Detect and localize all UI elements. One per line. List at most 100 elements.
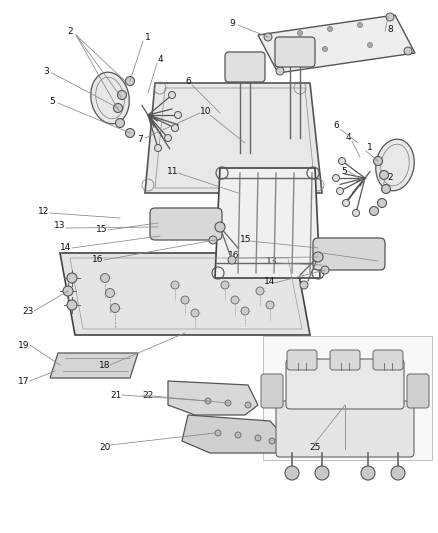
- Circle shape: [391, 466, 405, 480]
- Circle shape: [381, 184, 391, 193]
- Text: 20: 20: [99, 442, 111, 451]
- FancyBboxPatch shape: [407, 374, 429, 408]
- FancyBboxPatch shape: [275, 37, 315, 67]
- Circle shape: [110, 303, 120, 312]
- Circle shape: [255, 435, 261, 441]
- Circle shape: [221, 281, 229, 289]
- FancyBboxPatch shape: [150, 208, 222, 240]
- Circle shape: [269, 438, 275, 444]
- Circle shape: [353, 209, 360, 216]
- Text: 13: 13: [266, 256, 278, 265]
- Text: 22: 22: [142, 391, 154, 400]
- Text: 19: 19: [18, 341, 30, 350]
- Circle shape: [315, 466, 329, 480]
- Circle shape: [339, 157, 346, 165]
- FancyBboxPatch shape: [287, 350, 317, 370]
- FancyBboxPatch shape: [286, 359, 404, 409]
- Circle shape: [297, 30, 303, 36]
- Text: 23: 23: [22, 306, 34, 316]
- Circle shape: [285, 466, 299, 480]
- Circle shape: [215, 222, 225, 232]
- Text: 4: 4: [345, 133, 351, 142]
- Circle shape: [328, 27, 332, 31]
- Circle shape: [231, 296, 239, 304]
- Circle shape: [332, 174, 339, 182]
- Circle shape: [181, 296, 189, 304]
- Circle shape: [361, 466, 375, 480]
- Polygon shape: [145, 83, 322, 193]
- Circle shape: [336, 188, 343, 195]
- Circle shape: [367, 43, 372, 47]
- Text: 5: 5: [341, 166, 347, 175]
- Circle shape: [100, 273, 110, 282]
- Circle shape: [379, 171, 389, 180]
- Text: 1: 1: [367, 142, 373, 151]
- Circle shape: [245, 402, 251, 408]
- Circle shape: [169, 92, 176, 99]
- Circle shape: [165, 134, 172, 141]
- Circle shape: [266, 301, 274, 309]
- Circle shape: [386, 13, 394, 21]
- Ellipse shape: [376, 139, 414, 191]
- Text: 6: 6: [333, 120, 339, 130]
- Polygon shape: [215, 168, 320, 278]
- Text: 5: 5: [49, 96, 55, 106]
- Circle shape: [256, 287, 264, 295]
- Circle shape: [191, 309, 199, 317]
- FancyBboxPatch shape: [276, 401, 414, 457]
- Text: 8: 8: [387, 25, 393, 34]
- Circle shape: [370, 206, 378, 215]
- Circle shape: [241, 307, 249, 315]
- Circle shape: [126, 128, 134, 138]
- Text: 4: 4: [157, 54, 163, 63]
- Circle shape: [357, 22, 363, 28]
- Text: 6: 6: [185, 77, 191, 85]
- Ellipse shape: [91, 72, 129, 124]
- Text: 11: 11: [167, 166, 179, 175]
- FancyBboxPatch shape: [263, 336, 432, 460]
- Text: 25: 25: [309, 442, 321, 451]
- Circle shape: [126, 77, 134, 85]
- Text: 21: 21: [110, 391, 122, 400]
- Text: 16: 16: [92, 254, 104, 263]
- Circle shape: [172, 125, 179, 132]
- Polygon shape: [60, 253, 310, 335]
- Circle shape: [116, 118, 124, 127]
- Text: 12: 12: [322, 246, 334, 255]
- Text: 1: 1: [145, 33, 151, 42]
- Circle shape: [205, 398, 211, 404]
- Text: 13: 13: [54, 222, 66, 230]
- Circle shape: [343, 199, 350, 206]
- Circle shape: [276, 67, 284, 75]
- Circle shape: [225, 400, 231, 406]
- FancyBboxPatch shape: [261, 374, 283, 408]
- Text: 14: 14: [264, 278, 276, 287]
- Polygon shape: [168, 381, 258, 415]
- FancyBboxPatch shape: [313, 238, 385, 270]
- Polygon shape: [50, 353, 138, 378]
- Circle shape: [67, 273, 77, 283]
- Text: 17: 17: [18, 376, 30, 385]
- Text: 9: 9: [229, 19, 235, 28]
- Circle shape: [67, 300, 77, 310]
- Circle shape: [321, 266, 329, 274]
- Circle shape: [404, 47, 412, 55]
- Circle shape: [215, 430, 221, 436]
- Circle shape: [63, 286, 73, 296]
- Circle shape: [293, 51, 297, 55]
- Circle shape: [171, 281, 179, 289]
- FancyBboxPatch shape: [330, 350, 360, 370]
- Circle shape: [174, 111, 181, 118]
- Text: 16: 16: [228, 251, 240, 260]
- Circle shape: [113, 103, 123, 112]
- Text: 2: 2: [67, 27, 73, 36]
- Circle shape: [155, 144, 162, 151]
- Polygon shape: [182, 415, 290, 453]
- Text: 15: 15: [240, 236, 252, 245]
- Circle shape: [322, 46, 328, 52]
- Text: 2: 2: [387, 173, 393, 182]
- Text: 12: 12: [38, 206, 49, 215]
- Circle shape: [228, 256, 236, 264]
- FancyBboxPatch shape: [225, 52, 265, 82]
- Polygon shape: [258, 15, 415, 73]
